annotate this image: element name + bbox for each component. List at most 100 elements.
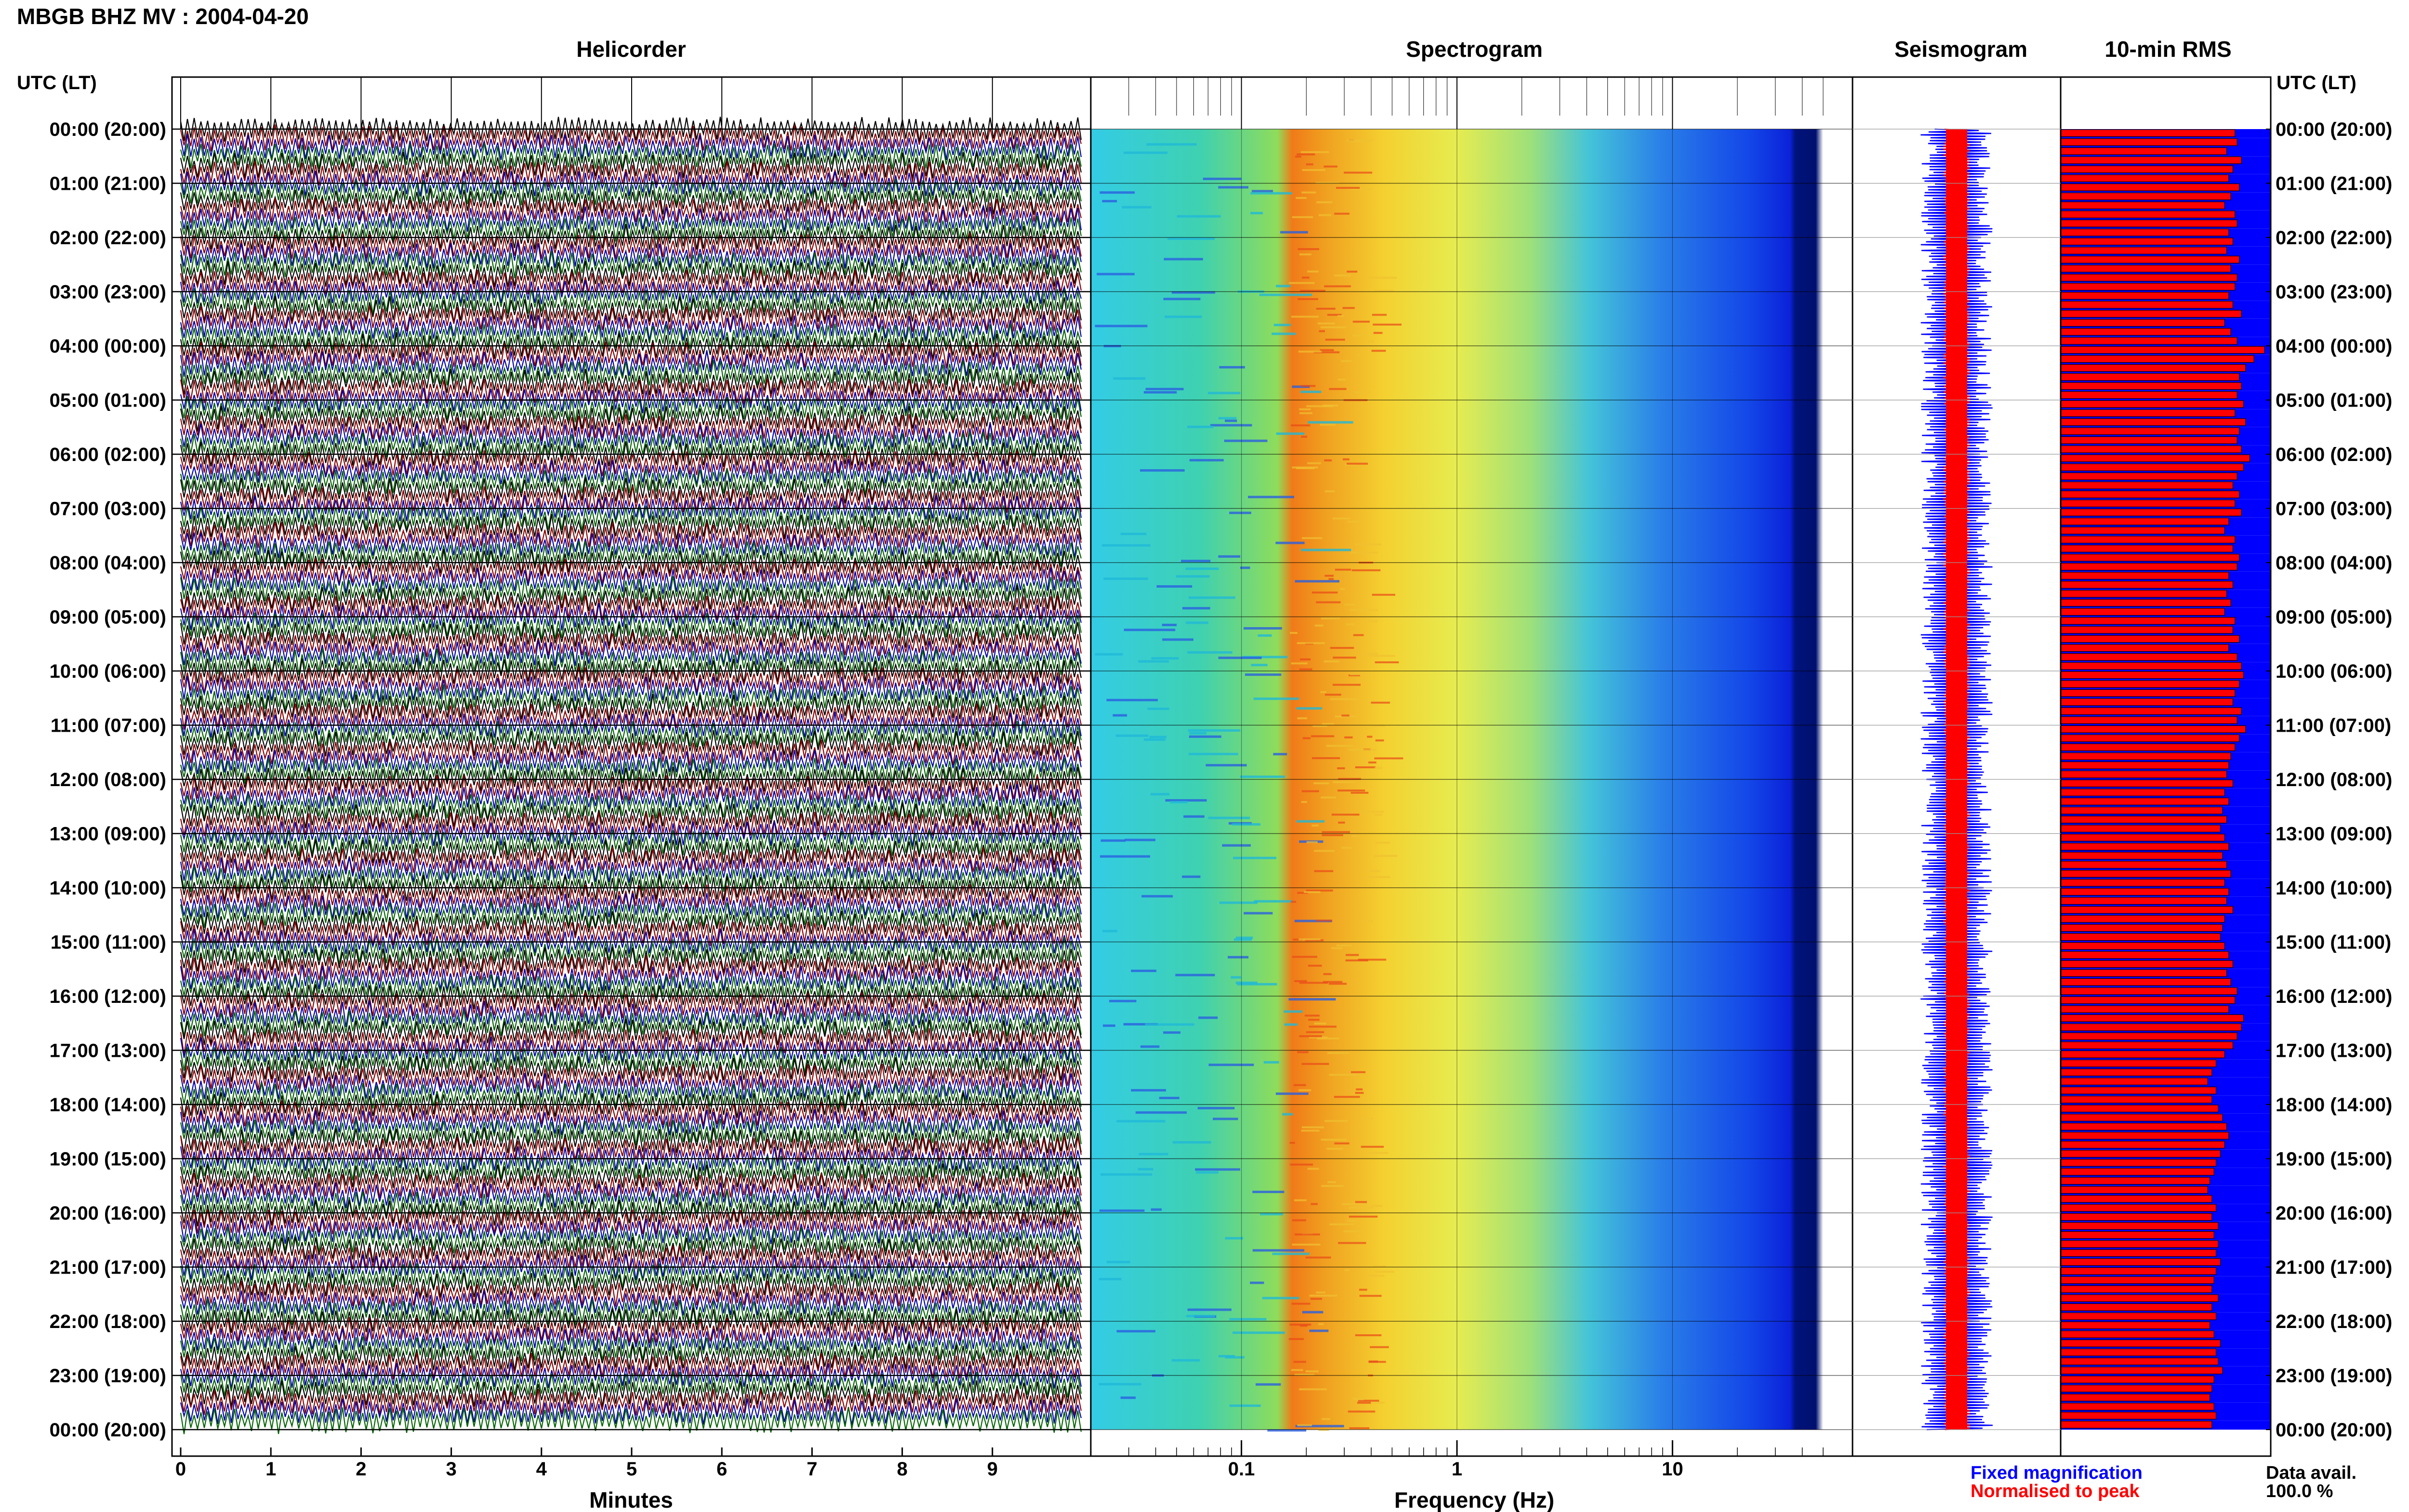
spectrogram-streak [1175,973,1215,976]
rms-normalised-bar [2060,1059,2217,1067]
spectrogram-streak [1331,947,1343,949]
spectrogram-streak [1145,388,1184,391]
helicorder-trace [180,567,1082,594]
helicorder-trace [180,1344,1082,1371]
rms-normalised-bar [2060,1303,2212,1311]
spectrogram-streak [1232,823,1261,826]
helicorder-trace [180,323,1082,350]
spectrogram-streak [1273,324,1291,327]
spectrogram-streak [1109,999,1137,1002]
spectrogram-streak [1162,638,1193,641]
spectrogram-streak [1099,1277,1122,1280]
frequency-tick-label: 1 [1452,1459,1462,1480]
hour-label-right: 22:00 (18:00) [2276,1311,2392,1332]
rms-normalised-bar [2060,364,2246,372]
spectrogram-streak [1099,191,1135,194]
spectrogram-streak [1341,847,1352,849]
helicorder-trace [180,1352,1082,1380]
helicorder-trace [180,1010,1082,1037]
spectrogram-streak [1218,1355,1235,1358]
spectrogram-streak [1350,673,1366,676]
spectrogram-streak [1125,839,1156,841]
helicorder-trace [180,522,1082,549]
rms-normalised-bar [2060,147,2227,155]
rms-normalised-bar [2060,662,2242,670]
spectrogram-streak [1359,811,1384,813]
helicorder-trace [180,233,1082,260]
spectrogram-streak [1189,752,1238,755]
spectrogram-streak [1294,980,1307,982]
spectrogram-streak [1320,349,1334,351]
helicorder-trace [180,937,1082,964]
helicorder-trace [180,1019,1082,1046]
spectrogram-streak [1337,379,1346,381]
rms-normalised-bar [2060,1367,2223,1375]
helicorder-trace [180,1082,1082,1109]
helicorder-trace [180,684,1082,711]
spectrogram-streak [1375,739,1384,742]
helicorder-trace [180,730,1082,757]
rms-normalised-bar [2060,1177,2210,1185]
spectrogram-streak [1284,1023,1298,1026]
spectrogram-streak [1197,1107,1235,1110]
spectrogram-streak [1321,617,1340,619]
spectrogram-streak [1300,391,1322,394]
rms-normalised-bar [2060,301,2234,309]
spectrogram-streak [1143,738,1165,741]
spectrogram-streak [1177,215,1221,218]
spectrogram-streak [1295,156,1301,158]
minutes-tick-label: 9 [987,1459,998,1480]
spectrogram-streak [1164,258,1203,261]
spectrogram-streak [1311,824,1319,827]
spectrogram-streak [1208,1064,1254,1066]
spectrogram-streak [1138,1168,1153,1170]
helicorder-trace [180,1172,1082,1200]
spectrogram-streak [1100,839,1125,842]
spectrogram-streak [1299,289,1326,292]
spectrogram-streak [1311,592,1338,594]
spectrogram-streak [1299,253,1311,256]
spectrogram-streak [1189,732,1207,735]
spectrogram-streak [1297,717,1308,720]
spectrogram-streak [1299,668,1312,671]
helicorder-trace [180,1136,1082,1164]
helicorder-trace [180,179,1082,205]
rms-normalised-bar [2060,237,2234,246]
rms-normalised-bar [2060,536,2236,544]
hour-label-right: 05:00 (01:00) [2276,390,2392,411]
spectrogram-streak [1299,1035,1322,1038]
helicorder-trace [180,260,1082,288]
spectrogram-streak [1237,983,1277,986]
spectrogram-streak [1297,892,1308,894]
helicorder-trace [180,396,1082,422]
spectrogram-streak [1141,895,1173,898]
hour-label-right: 01:00 (21:00) [2276,173,2392,195]
spectrogram-streak [1335,568,1351,571]
rms-normalised-bar [2060,1249,2217,1257]
spectrogram-streak [1100,1173,1152,1176]
spectrogram-streak [1352,334,1366,337]
helicorder-trace [180,666,1082,694]
hour-label-right: 15:00 (11:00) [2276,932,2391,953]
rms-normalised-bar [2060,716,2237,724]
spectrogram-streak [1343,171,1373,174]
rms-normalised-bar [2060,734,2240,742]
spectrogram-streak [1321,796,1337,799]
spectrogram-streak [1375,841,1390,844]
spectrogram-streak [1102,930,1118,933]
spectrogram-streak [1300,385,1316,387]
spectrogram-streak [1321,1139,1347,1141]
helicorder-trace [180,504,1082,531]
hour-label-left: 05:00 (01:00) [50,390,166,411]
spectrogram-streak [1272,1252,1310,1255]
spectrogram-streak [1307,270,1319,273]
helicorder-trace [180,305,1082,332]
rms-normalised-bar [2060,526,2225,535]
rms-normalised-bar [2060,264,2231,273]
spectrogram-streak [1344,736,1353,738]
spectrogram-streak [1348,749,1377,751]
rms-normalised-bar [2060,255,2240,263]
rms-normalised-bar [2060,1403,2214,1411]
minutes-tick-label: 7 [807,1459,817,1480]
spectrogram-streak [1344,604,1356,606]
